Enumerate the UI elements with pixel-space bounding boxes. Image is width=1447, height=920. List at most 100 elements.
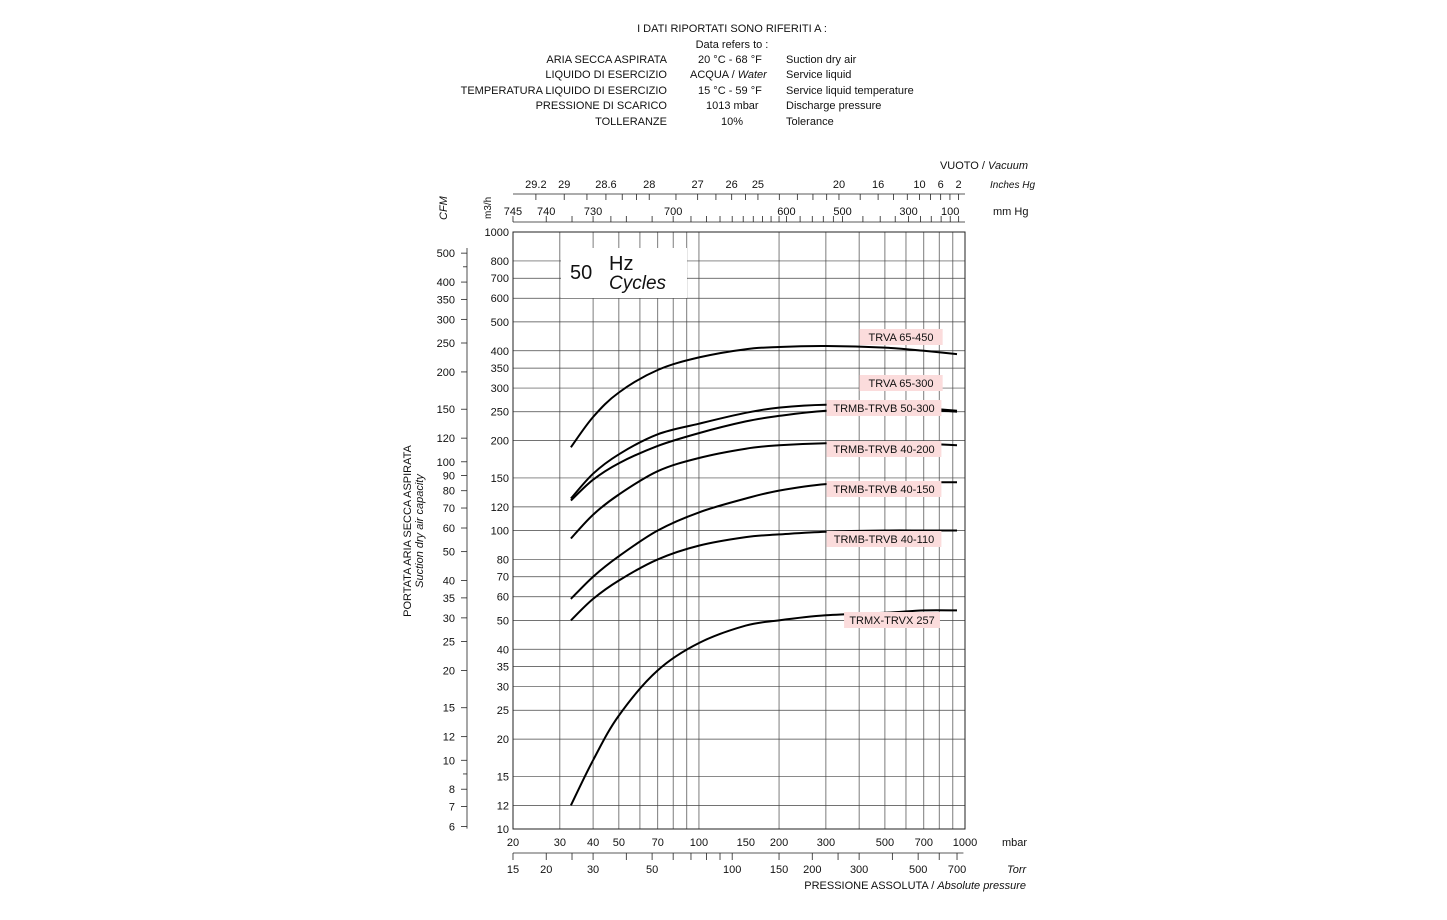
x-tick-label-torr: 20 [540, 864, 552, 876]
top-tick-label-inhg: 28 [643, 179, 655, 191]
frequency-unit: Hz [609, 253, 633, 275]
m3h-unit-label: m3/h [483, 197, 494, 219]
x-tick-label-torr: 150 [770, 864, 788, 876]
header-row-english: Tolerance [786, 116, 834, 128]
y-tick-label-m3h: 800 [491, 256, 509, 268]
y-tick-label-cfm: 60 [443, 523, 455, 535]
y-tick-label-m3h: 60 [497, 592, 509, 604]
series-label: TRMB-TRVB 50-300 [833, 403, 934, 415]
series-label: TRVA 65-300 [868, 378, 933, 390]
y-tick-label-cfm: 30 [443, 613, 455, 625]
x-tick-label-mbar: 200 [770, 837, 788, 849]
series-label-bg [826, 441, 942, 457]
y-tick-label-cfm: 12 [443, 732, 455, 744]
cfm-unit-label: CFM [438, 195, 450, 220]
series-label: TRMX-TRVX 257 [849, 615, 934, 627]
chart-grid [513, 232, 965, 829]
top-tick-label-mmhg: 300 [899, 206, 917, 218]
series-label-bg [844, 612, 940, 628]
top-tick-label-mmhg: 700 [664, 206, 682, 218]
top-tick-label-inhg: 29.2 [525, 179, 546, 191]
header-row-english: Suction dry air [786, 54, 857, 66]
chart-series-labels: TRVA 65-450 TRVA 65-300 TRMB-TRVB 50-300 TR… [826, 329, 943, 628]
y-tick-label-m3h: 400 [491, 346, 509, 358]
top-axis-title-it: VUOTO / [940, 160, 986, 172]
x-tick-label-torr: 15 [507, 864, 519, 876]
y-tick-label-cfm: 100 [437, 457, 455, 469]
y-tick-label-cfm: 300 [437, 314, 455, 326]
y-tick-label-m3h: 700 [491, 273, 509, 285]
top-tick-label-inhg: 6 [938, 179, 944, 191]
y-tick-label-cfm: 15 [443, 703, 455, 715]
top-tick-label-inhg: 27 [692, 179, 704, 191]
header-row-label: PRESSIONE DI SCARICO [535, 100, 667, 112]
header-row-label: LIQUIDO DI ESERCIZIO [545, 69, 667, 81]
series-line [570, 344, 958, 448]
header-row-label: ARIA SECCA ASPIRATA [546, 54, 667, 66]
header-row-english: Discharge pressure [786, 100, 882, 112]
y-tick-label-cfm: 400 [437, 277, 455, 289]
header-row-value: 10% [721, 116, 744, 128]
header-subtitle: Data refers to : [695, 39, 769, 51]
x-tick-label-mbar: 100 [690, 837, 708, 849]
header-row-english: Service liquid [786, 69, 852, 81]
y-tick-label-m3h: 30 [497, 682, 509, 694]
y-tick-label-m3h: 600 [491, 293, 509, 305]
x-tick-label-mbar: 150 [737, 837, 755, 849]
x-axis-title: PRESSIONE ASSOLUTA / Absolute pressure [804, 880, 1026, 892]
frequency-box [561, 248, 687, 298]
y-tick-label-cfm: 350 [437, 294, 455, 306]
top-tick-label-mmhg: 500 [833, 206, 851, 218]
x-tick-label-mbar: 500 [876, 837, 894, 849]
y-axis-title: PORTATA ARIA SECCA ASPIRATA [402, 444, 414, 616]
top-tick-label-inhg: 16 [872, 179, 884, 191]
series-label-bg [826, 531, 942, 547]
y-tick-label-m3h: 300 [491, 383, 509, 395]
y-tick-label-m3h: 12 [497, 800, 509, 812]
y-tick-label-cfm: 40 [443, 576, 455, 588]
y-axis-title-en: Suction dry air capacity [414, 473, 426, 588]
header-row-value: ACQUA / Water [690, 68, 767, 83]
x-tick-label-mbar: 70 [652, 837, 664, 849]
y-tick-label-cfm: 70 [443, 503, 455, 515]
header-row-label: TOLLERANZE [595, 116, 667, 128]
header-row-value: 15 °C - 59 °F [698, 85, 762, 97]
y-tick-label-cfm: 50 [443, 547, 455, 559]
y-tick-label-m3h: 50 [497, 615, 509, 627]
chart-axes: 1012152025303540506070801001201502002503… [437, 179, 978, 876]
y-tick-label-m3h: 20 [497, 734, 509, 746]
y-tick-label-m3h: 200 [491, 436, 509, 448]
x-tick-label-mbar: 40 [587, 837, 599, 849]
y-tick-label-m3h: 40 [497, 644, 509, 656]
x-tick-label-torr: 30 [587, 864, 599, 876]
y-tick-label-cfm: 7 [449, 802, 455, 814]
series-line [570, 529, 957, 622]
y-tick-label-cfm: 250 [437, 338, 455, 350]
y-tick-label-m3h: 80 [497, 554, 509, 566]
top-tick-label-mmhg: 600 [777, 206, 795, 218]
top-tick-label-inhg: 28.6 [595, 179, 616, 191]
inhg-unit-label: Inches Hg [990, 180, 1035, 191]
plot-frame [512, 231, 966, 830]
top-tick-label-mmhg: 730 [584, 206, 602, 218]
top-tick-label-inhg: 10 [913, 179, 925, 191]
y-tick-label-cfm: 90 [443, 470, 455, 482]
y-tick-label-m3h: 15 [497, 771, 509, 783]
y-tick-label-cfm: 200 [437, 367, 455, 379]
top-tick-label-inhg: 29 [558, 179, 570, 191]
y-tick-label-m3h: 10 [497, 824, 509, 836]
series-label-bg [859, 329, 943, 345]
y-tick-label-m3h: 35 [497, 662, 509, 674]
y-tick-label-cfm: 35 [443, 593, 455, 605]
y-tick-label-cfm: 6 [449, 822, 455, 834]
series-label: TRMB-TRVB 40-110 [834, 534, 934, 546]
y-tick-label-m3h: 70 [497, 572, 509, 584]
y-tick-label-cfm: 500 [437, 248, 455, 260]
y-tick-label-m3h: 1000 [485, 227, 509, 239]
x-tick-label-mbar: 1000 [953, 837, 977, 849]
y-tick-label-cfm: 20 [443, 665, 455, 677]
top-axis-title-en: Vacuum [988, 160, 1028, 172]
header-title: I DATI RIPORTATI SONO RIFERITI A : [637, 23, 827, 35]
y-tick-label-cfm: 150 [437, 404, 455, 416]
